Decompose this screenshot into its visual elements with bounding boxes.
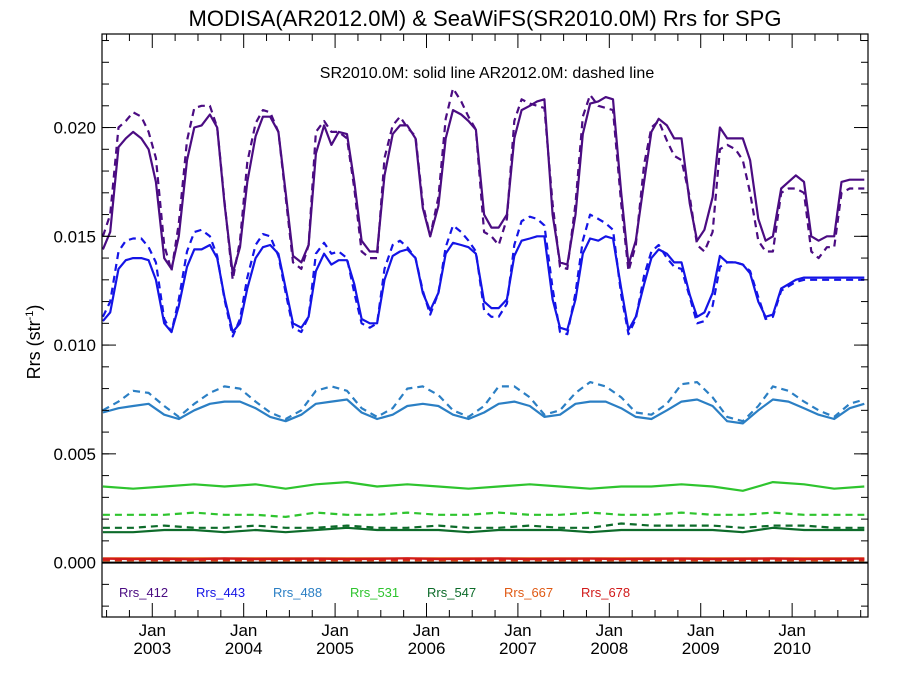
- series-line-rrs-412-dashed: [101, 87, 865, 281]
- x-tick-month-label: Jan: [778, 621, 805, 640]
- legend-entry-rrs-412: Rrs_412: [119, 585, 168, 600]
- x-tick-year-label: 2009: [682, 639, 720, 658]
- y-tick-label: 0.015: [53, 227, 96, 246]
- legend-entry-rrs-488: Rrs_488: [273, 585, 322, 600]
- legend-entry-rrs-667: Rrs_667: [504, 585, 553, 600]
- x-tick-year-label: 2008: [590, 639, 628, 658]
- x-axis: Jan2003Jan2004Jan2005Jan2006Jan2007Jan20…: [106, 34, 862, 658]
- x-tick-month-label: Jan: [230, 621, 257, 640]
- line-style-annotation: SR2010.0M: solid line AR2012.0M: dashed …: [320, 65, 655, 82]
- x-tick-year-label: 2006: [408, 639, 446, 658]
- x-tick-month-label: Jan: [321, 621, 348, 640]
- y-tick-label: 0.020: [53, 119, 96, 138]
- y-tick-label: 0.010: [53, 336, 96, 355]
- chart-title: MODISA(AR2012.0M) & SeaWiFS(SR2010.0M) R…: [189, 6, 782, 31]
- x-tick-year-label: 2007: [499, 639, 537, 658]
- series-line-rrs-412-solid: [101, 95, 865, 275]
- x-tick-month-label: Jan: [687, 621, 714, 640]
- series-line-rrs-443-dashed: [101, 213, 865, 338]
- series-line-rrs-443-solid: [102, 235, 865, 334]
- x-tick-month-label: Jan: [413, 621, 440, 640]
- x-tick-year-label: 2004: [225, 639, 263, 658]
- series-line-rrs-547-dashed: [102, 522, 865, 529]
- legend-entry-rrs-443: Rrs_443: [196, 585, 245, 600]
- series-line-rrs-488-dashed: [102, 381, 865, 423]
- series-line-rrs-531-dashed: [102, 511, 865, 519]
- x-tick-year-label: 2005: [316, 639, 354, 658]
- y-axis-label: Rrs (str-1): [24, 305, 44, 380]
- series-line-rrs-547-solid: [102, 526, 865, 534]
- plot-frame: [101, 33, 869, 618]
- legend-entry-rrs-678: Rrs_678: [581, 585, 630, 600]
- plot-area: [101, 87, 868, 564]
- y-tick-label: 0.000: [53, 554, 96, 573]
- legend: Rrs_412 Rrs_443 Rrs_488 Rrs_531 Rrs_547 Rrs_6…: [119, 585, 630, 600]
- x-tick-year-label: 2003: [133, 639, 171, 658]
- x-tick-month-label: Jan: [596, 621, 623, 640]
- x-tick-month-label: Jan: [139, 621, 166, 640]
- y-axis-label-superscript: -1: [24, 311, 36, 321]
- y-tick-label: 0.005: [53, 445, 96, 464]
- legend-entry-rrs-547: Rrs_547: [427, 585, 476, 600]
- series-line-rrs-531-solid: [102, 481, 865, 492]
- series-line-rrs-488-solid: [102, 398, 865, 425]
- y-axis-label-close: ): [24, 305, 44, 311]
- y-axis-label-text: Rrs (str: [24, 320, 44, 379]
- legend-entry-rrs-531: Rrs_531: [350, 585, 399, 600]
- x-tick-month-label: Jan: [504, 621, 531, 640]
- y-axis: 0.000 0.005 0.010 0.015 0.020: [53, 40, 868, 607]
- x-tick-year-label: 2010: [773, 639, 811, 658]
